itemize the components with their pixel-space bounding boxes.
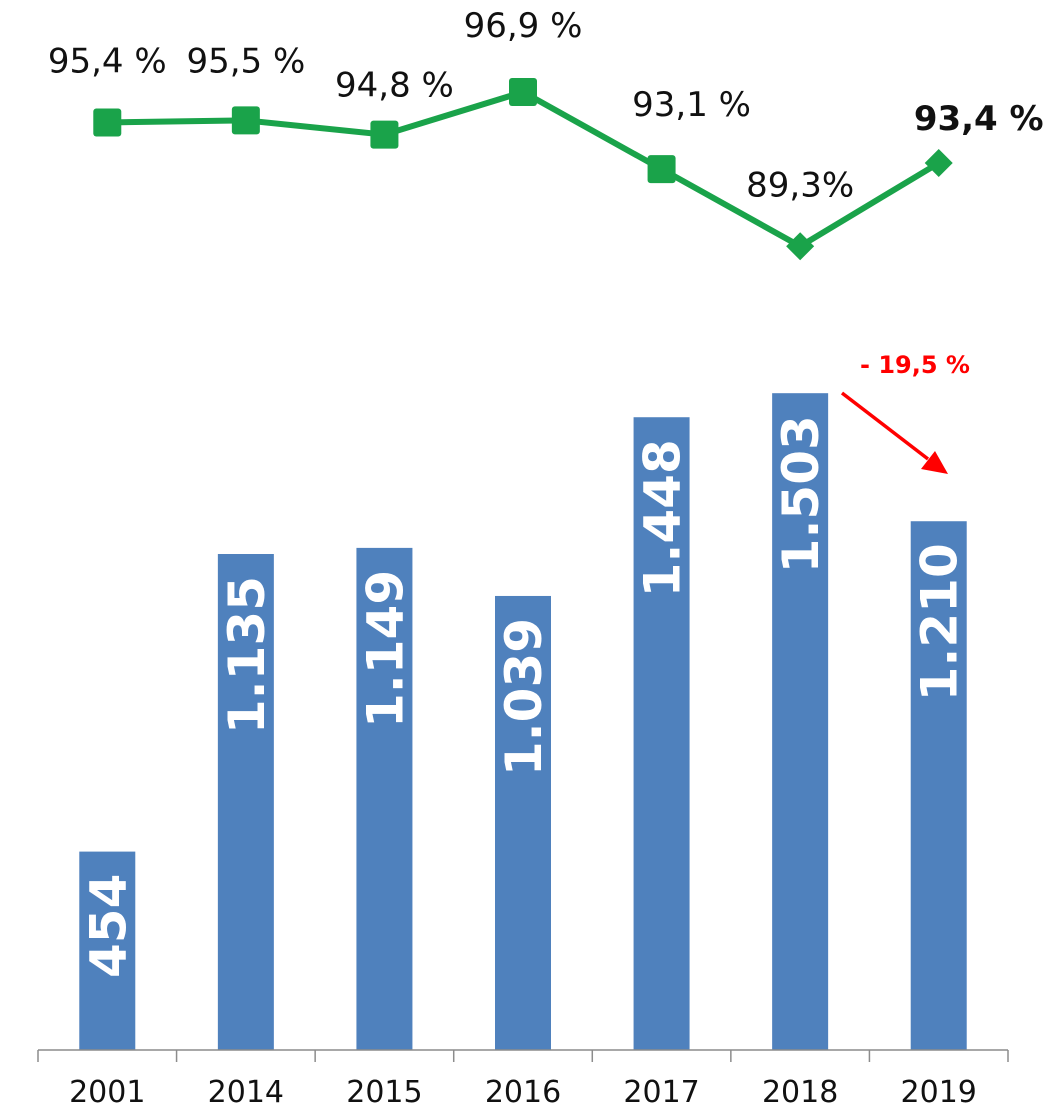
- bar-value-label-2015: 1.149: [356, 570, 414, 728]
- bar-value-label-2014: 1.135: [218, 576, 276, 734]
- bar-2016: [495, 595, 551, 1050]
- change-arrow-head: [921, 451, 948, 474]
- x-tick-label-2018: 2018: [762, 1075, 838, 1110]
- line-point-2015: [370, 120, 399, 149]
- bar-2014: [217, 554, 274, 1050]
- bar-value-label-2019: 1.210: [911, 543, 969, 701]
- line-value-label-2015: 94,8 %: [335, 66, 454, 106]
- bar-value-label-2016: 1.039: [495, 618, 553, 776]
- bar-2001: [79, 851, 136, 1050]
- line-point-2018: [786, 232, 815, 261]
- line-value-label-2001: 95,4 %: [48, 41, 167, 81]
- bar-2017: [633, 417, 690, 1050]
- x-tick-label-2001: 2001: [69, 1075, 145, 1110]
- x-tick-label-2015: 2015: [346, 1075, 422, 1110]
- line-value-label-2019: 93,4 %: [914, 99, 1043, 139]
- bar-value-label-2018: 1.503: [772, 415, 830, 573]
- line-value-label-2018: 89,3%: [746, 165, 854, 205]
- bar-2019: [910, 521, 967, 1050]
- line-point-2001: [93, 108, 122, 137]
- line-chart: 95,4 % 95,5 % 94,8 %96,9 % 93,1 % 89,3% 93,4 …: [48, 6, 1043, 261]
- x-tick-label-2014: 2014: [208, 1075, 284, 1110]
- bar-chart: 454 1.135 1.149 1.039 1.448 1.503 1.210: [79, 393, 969, 1051]
- line-point-2016: [509, 78, 537, 106]
- line-value-label-2017: 93,1 %: [632, 85, 751, 125]
- bar-value-label-2017: 1.448: [634, 439, 692, 597]
- change-annotation: - 19,5 %: [840, 351, 970, 474]
- line-point-2017: [647, 155, 676, 184]
- x-axis: 2001 2014 2015 2016 2017 2018 2019: [37, 1049, 1009, 1110]
- bar-value-label-2001: 454: [79, 874, 137, 978]
- line-point-2014: [231, 106, 260, 135]
- x-tick-label-2016: 2016: [485, 1075, 561, 1110]
- bar-2018: [772, 393, 829, 1051]
- bar-2015: [356, 547, 413, 1050]
- x-tick-label-2017: 2017: [623, 1075, 699, 1110]
- change-arrow-shaft: [840, 391, 930, 461]
- x-tick-label-2019: 2019: [901, 1075, 977, 1110]
- line-value-label-2014: 95,5 %: [186, 41, 305, 81]
- line-point-2019: [924, 149, 953, 178]
- change-label: - 19,5 %: [860, 351, 970, 379]
- line-value-label-2016: 96,9 %: [464, 6, 583, 46]
